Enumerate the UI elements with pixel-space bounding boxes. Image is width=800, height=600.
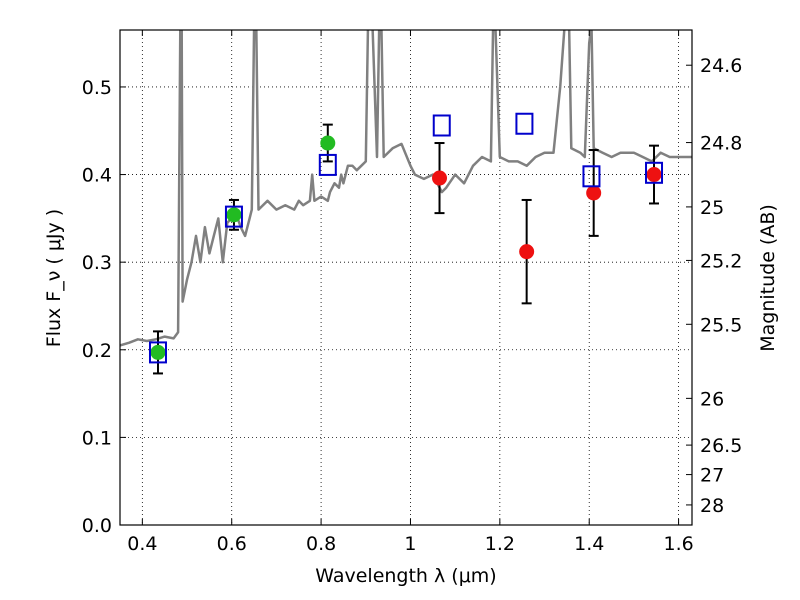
plot-area <box>120 30 692 525</box>
y2-tick-label: 26 <box>700 388 724 410</box>
y-axis-ticks: 0.0 0.1 0.2 0.3 0.4 0.5 <box>82 77 126 537</box>
x-axis-ticks: 0.4 0.6 0.8 1 1.2 1.4 1.6 <box>127 30 694 555</box>
x-tick-label: 1 <box>404 533 416 555</box>
model-box-marker <box>224 205 243 228</box>
x-tick-label: 0.4 <box>127 533 157 555</box>
y-tick-label: 0.0 <box>82 515 112 537</box>
y2-tick-label: 25.5 <box>700 314 742 336</box>
y2-tick-label: 25.2 <box>700 250 742 272</box>
plot-frame <box>119 29 693 526</box>
red-data-point <box>586 185 602 201</box>
plot-content <box>120 30 692 375</box>
y-axis-label: Flux F_ν ( μJy ) <box>43 209 65 347</box>
y-tick-label: 0.4 <box>82 165 112 187</box>
x-tick-label: 1.2 <box>485 533 515 555</box>
red-data-point <box>432 170 448 186</box>
model-box-marker <box>148 341 167 364</box>
y-tick-label: 0.1 <box>82 427 112 449</box>
y-tick-label: 0.3 <box>82 252 112 274</box>
y2-tick-label: 28 <box>700 495 724 517</box>
y2-tick-label: 24.8 <box>700 133 742 155</box>
template-spectrum-line <box>120 30 692 347</box>
green-data-point <box>150 344 166 360</box>
model-box-marker <box>318 153 337 176</box>
y2-axis-label: Magnitude (AB) <box>757 204 779 352</box>
red-data-point <box>519 244 535 260</box>
green-data-point <box>320 135 336 151</box>
x-axis-label: Wavelength λ (μm) <box>315 565 496 587</box>
x-tick-label: 1.6 <box>663 533 693 555</box>
model-box-marker <box>432 114 451 137</box>
y2-tick-label: 27 <box>700 465 724 487</box>
red-data-point <box>646 167 662 183</box>
green-data-point <box>226 207 242 223</box>
model-box-marker <box>515 112 534 135</box>
y2-tick-label: 26.5 <box>700 435 742 457</box>
y-tick-label: 0.2 <box>82 340 112 362</box>
x-tick-label: 0.8 <box>306 533 336 555</box>
model-box-marker <box>645 161 664 184</box>
model-box-marker <box>582 165 601 188</box>
y2-tick-label: 24.6 <box>700 55 742 77</box>
x-tick-label: 1.4 <box>574 533 604 555</box>
y-tick-label: 0.5 <box>82 77 112 99</box>
y2-axis-ticks: 24.6 24.8 25 25.2 25.5 26 26.5 27 28 <box>686 55 742 517</box>
x-tick-label: 0.6 <box>217 533 247 555</box>
y2-tick-label: 25 <box>700 197 724 219</box>
